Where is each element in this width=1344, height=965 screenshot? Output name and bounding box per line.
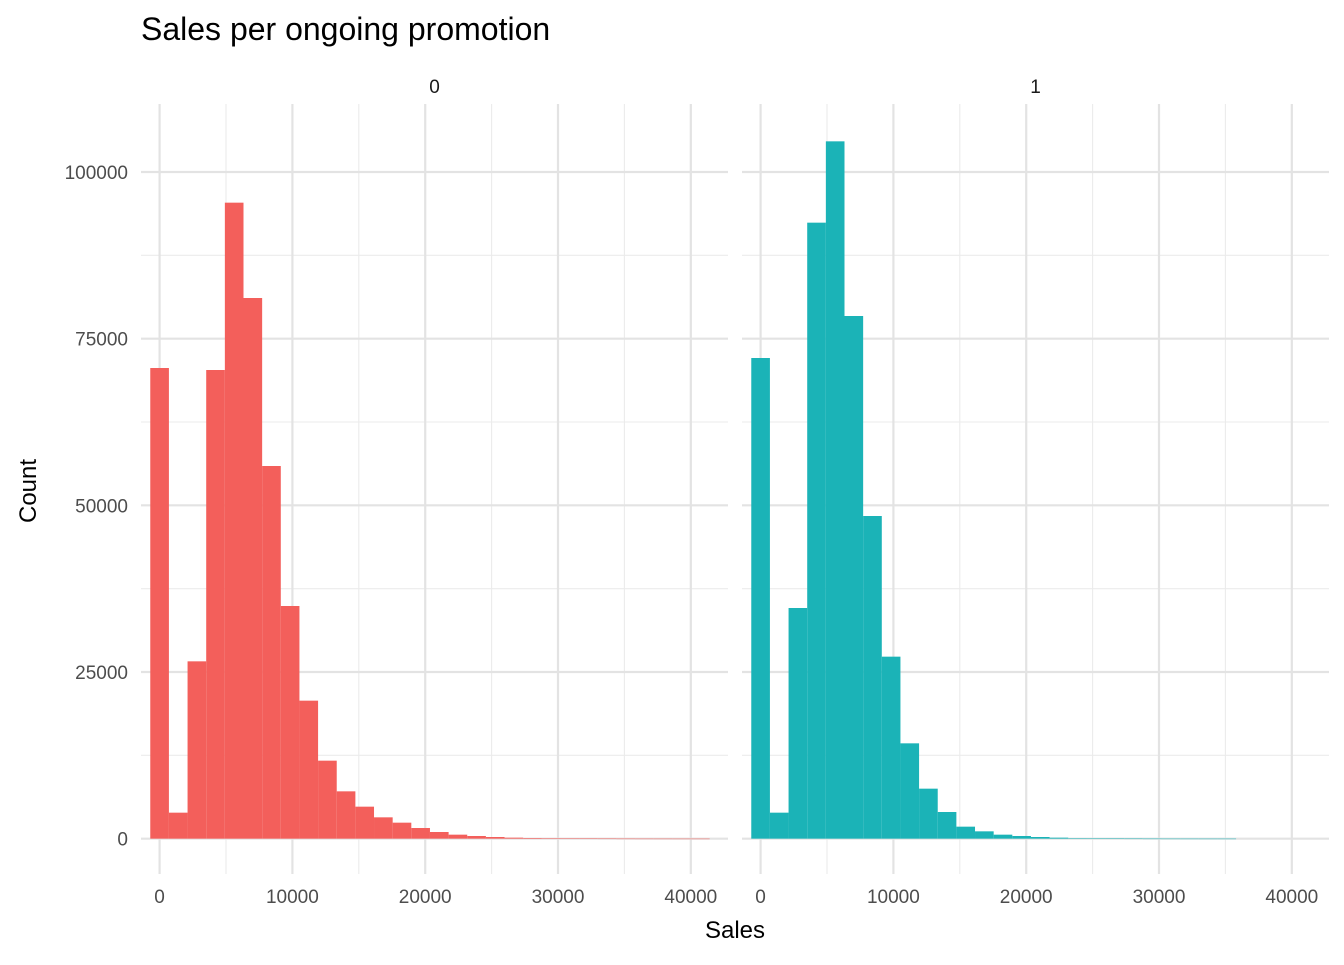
facet-strip-label: 1	[1030, 77, 1041, 98]
histogram-bar	[635, 838, 654, 840]
x-tick-label: 20000	[1000, 887, 1053, 908]
histogram-bar	[919, 788, 938, 839]
histogram-bar	[262, 466, 281, 839]
histogram-bar	[769, 812, 789, 839]
histogram-bar	[579, 838, 598, 839]
histogram-bar	[751, 358, 770, 839]
x-tick-label: 10000	[266, 887, 319, 908]
histogram-bar	[355, 806, 375, 839]
histogram-bar	[224, 202, 244, 839]
histogram-bar	[863, 516, 882, 839]
histogram-bar	[900, 743, 920, 839]
histogram-bar	[504, 837, 524, 839]
histogram-bar	[1049, 837, 1069, 839]
y-tick-label: 75000	[75, 330, 128, 351]
histogram-bar	[881, 656, 901, 839]
histogram-bar	[150, 368, 169, 839]
histogram-bar	[467, 836, 486, 839]
histogram-bar	[523, 838, 542, 839]
x-axis-label: Sales	[705, 917, 765, 944]
y-tick-label: 50000	[75, 496, 128, 517]
histogram-bar	[993, 834, 1013, 839]
y-tick-label: 0	[117, 830, 128, 851]
histogram-bar	[206, 370, 225, 839]
histogram-bar	[1086, 838, 1106, 839]
x-tick-label: 10000	[867, 887, 920, 908]
histogram-bar	[485, 837, 505, 839]
y-tick-label: 25000	[75, 663, 128, 684]
histogram-bar	[392, 822, 412, 839]
histogram-bar	[807, 222, 826, 839]
histogram-bar	[937, 812, 957, 839]
histogram-bar	[411, 828, 430, 839]
histogram-bar	[187, 661, 207, 839]
panels-layer: 00 10000 20000 30000 40000025000500007500010…	[65, 77, 1329, 908]
histogram-bar	[560, 838, 580, 839]
histogram-bar	[653, 838, 673, 840]
histogram-bar	[788, 608, 808, 839]
histogram-bar	[1198, 838, 1218, 840]
histogram-bar	[844, 316, 864, 839]
x-tick-label: 20000	[399, 887, 452, 908]
x-tick-label: 40000	[664, 887, 717, 908]
histogram-bar	[1012, 836, 1031, 839]
histogram-bar	[1180, 838, 1199, 840]
histogram-bar	[975, 831, 994, 839]
histogram-bar	[597, 838, 617, 840]
histogram-bar	[956, 826, 976, 839]
x-tick-label: 0	[154, 887, 165, 908]
histogram-bar	[429, 832, 449, 839]
histogram-bar	[541, 838, 561, 839]
histogram-bar	[336, 791, 356, 839]
panel-1: 1 0 10000 20000 30000 40000	[742, 77, 1329, 908]
histogram-bar	[691, 838, 710, 840]
histogram-bar	[672, 838, 692, 840]
facet-strip-label: 0	[429, 77, 440, 98]
histogram-bar	[168, 812, 188, 839]
histogram-bar	[1068, 838, 1087, 839]
histogram-bar	[280, 606, 300, 839]
x-tick-label: 30000	[1133, 887, 1186, 908]
y-axis-label: Count	[15, 459, 42, 523]
x-tick-label: 40000	[1265, 887, 1318, 908]
histogram-bar	[448, 834, 468, 839]
histogram-bar	[616, 838, 636, 840]
histogram-bar	[825, 141, 845, 839]
histogram-bar	[299, 700, 319, 839]
histogram-bar	[1142, 838, 1162, 840]
x-tick-label: 0	[755, 887, 766, 908]
y-tick-label: 100000	[65, 163, 128, 184]
panel-0: 0 0 10000 20000 30000 40000 0 25000 50000 75000 10…	[65, 77, 728, 908]
x-tick-label: 30000	[532, 887, 585, 908]
histogram-bar	[1124, 838, 1143, 840]
histogram-bar	[243, 298, 263, 839]
histogram-bar	[1161, 838, 1181, 840]
chart-title: Sales per ongoing promotion	[141, 11, 550, 47]
histogram-bar	[1030, 837, 1050, 839]
histogram-bar	[318, 760, 337, 839]
histogram-bar	[374, 817, 393, 839]
histogram-bar	[1105, 838, 1125, 839]
histogram-bar	[1217, 838, 1237, 840]
